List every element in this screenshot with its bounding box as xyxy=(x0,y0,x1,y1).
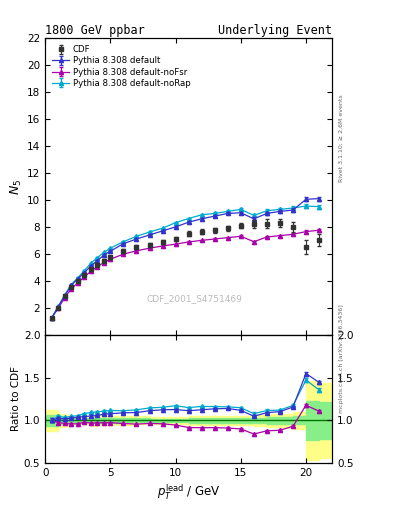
Y-axis label: Ratio to CDF: Ratio to CDF xyxy=(11,367,21,432)
Y-axis label: $N_5$: $N_5$ xyxy=(9,178,24,195)
Text: 1800 GeV ppbar: 1800 GeV ppbar xyxy=(45,24,145,37)
Text: mcplots.cern.ch [arXiv:1306.3436]: mcplots.cern.ch [arXiv:1306.3436] xyxy=(339,304,344,413)
Text: Underlying Event: Underlying Event xyxy=(218,24,332,37)
Legend: CDF, Pythia 8.308 default, Pythia 8.308 default-noFsr, Pythia 8.308 default-noRa: CDF, Pythia 8.308 default, Pythia 8.308 … xyxy=(50,42,193,90)
X-axis label: $p_T^{\rm lead}$ / GeV: $p_T^{\rm lead}$ / GeV xyxy=(157,482,220,502)
Text: Rivet 3.1.10; ≥ 2.6M events: Rivet 3.1.10; ≥ 2.6M events xyxy=(339,94,344,182)
Text: CDF_2001_S4751469: CDF_2001_S4751469 xyxy=(147,294,242,304)
